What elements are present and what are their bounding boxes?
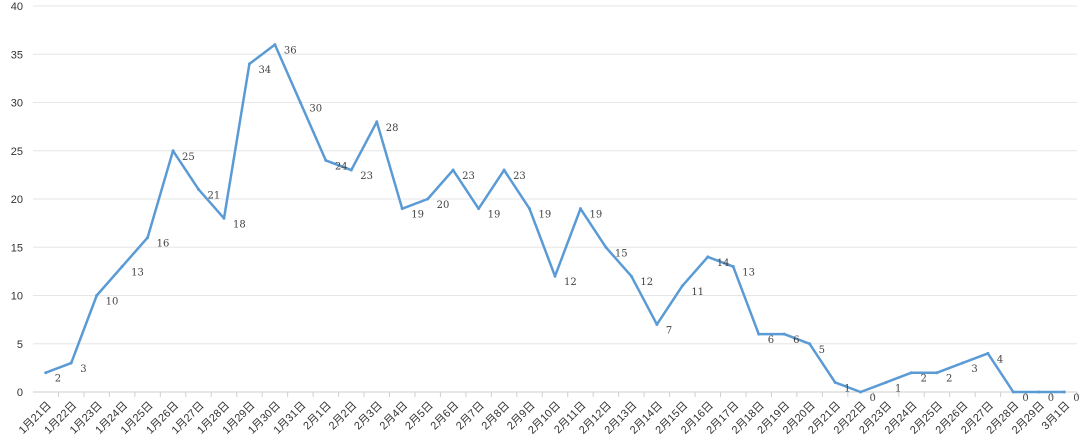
data-label: 12	[640, 277, 653, 288]
data-point	[1011, 390, 1015, 394]
data-label: 0	[870, 393, 876, 404]
data-point	[502, 168, 506, 172]
y-tick-label: 5	[17, 339, 23, 351]
y-tick-label: 0	[17, 387, 23, 399]
data-label: 0	[1073, 393, 1079, 404]
data-label: 2	[920, 374, 926, 385]
data-label: 1	[895, 383, 901, 394]
data-label: 25	[182, 152, 195, 163]
data-point	[69, 361, 73, 365]
data-label: 16	[157, 239, 170, 250]
data-point	[528, 207, 532, 211]
data-point	[1037, 390, 1041, 394]
data-point	[578, 207, 582, 211]
data-label: 15	[615, 248, 628, 259]
data-point	[146, 236, 150, 240]
data-label: 3	[971, 364, 977, 375]
y-tick-label: 30	[11, 98, 23, 110]
data-label: 36	[284, 46, 297, 57]
data-point	[655, 322, 659, 326]
data-point	[324, 158, 328, 162]
data-label: 19	[411, 210, 424, 221]
data-point	[171, 149, 175, 153]
data-label: 0	[1048, 393, 1054, 404]
series-line	[45, 43, 1065, 394]
data-label: 13	[131, 268, 144, 279]
data-point	[426, 197, 430, 201]
data-point	[935, 371, 939, 375]
data-point	[909, 371, 913, 375]
data-label: 7	[666, 325, 672, 336]
data-point	[757, 332, 761, 336]
data-label: 20	[437, 200, 450, 211]
y-tick-label: 15	[11, 242, 23, 254]
data-point	[44, 371, 48, 375]
y-tick-label: 40	[11, 1, 23, 13]
data-label: 19	[589, 210, 602, 221]
data-label: 3	[80, 364, 86, 375]
data-point	[960, 361, 964, 365]
data-point	[273, 43, 277, 47]
data-point	[782, 332, 786, 336]
data-point	[222, 216, 226, 220]
data-point	[884, 380, 888, 384]
data-point	[1062, 390, 1066, 394]
data-label: 19	[488, 210, 501, 221]
data-point	[247, 62, 251, 66]
data-label: 21	[208, 190, 221, 201]
data-point	[629, 274, 633, 278]
data-label: 4	[997, 354, 1003, 365]
data-label: 2	[55, 374, 61, 385]
data-label: 5	[819, 345, 825, 356]
data-point	[349, 168, 353, 172]
data-label: 23	[513, 171, 526, 182]
data-point	[833, 380, 837, 384]
data-point	[197, 187, 201, 191]
data-label: 24	[335, 161, 348, 172]
data-point	[859, 390, 863, 394]
data-label: 23	[360, 171, 373, 182]
data-point	[477, 207, 481, 211]
data-point	[808, 342, 812, 346]
y-tick-label: 20	[11, 194, 23, 206]
data-point	[298, 101, 302, 104]
data-label: 19	[539, 210, 552, 221]
data-label: 11	[691, 287, 704, 298]
data-point	[120, 265, 124, 269]
data-label: 13	[742, 268, 755, 279]
data-point	[706, 255, 710, 259]
data-label: 0	[1022, 393, 1028, 404]
data-label: 6	[768, 335, 774, 346]
data-point	[986, 351, 990, 355]
data-label: 2	[946, 374, 952, 385]
data-label: 10	[106, 297, 119, 308]
y-tick-label: 35	[11, 49, 23, 61]
y-tick-label: 25	[11, 146, 23, 158]
data-point	[604, 245, 608, 249]
data-label: 1	[844, 383, 850, 394]
data-label: 23	[462, 171, 475, 182]
y-tick-label: 10	[11, 291, 23, 303]
data-point	[400, 207, 404, 211]
data-label: 28	[386, 123, 399, 134]
data-point	[451, 168, 455, 172]
data-point	[95, 294, 99, 297]
data-point	[680, 284, 684, 288]
data-label: 12	[564, 277, 577, 288]
data-label: 14	[717, 258, 730, 269]
data-point	[375, 120, 379, 124]
data-label: 34	[258, 65, 271, 76]
data-label: 6	[793, 335, 799, 346]
data-label: 18	[233, 219, 246, 230]
data-point	[553, 274, 557, 278]
x-tick-label: 3月1日	[1040, 400, 1073, 433]
data-label: 30	[309, 104, 322, 115]
data-point	[731, 265, 735, 269]
